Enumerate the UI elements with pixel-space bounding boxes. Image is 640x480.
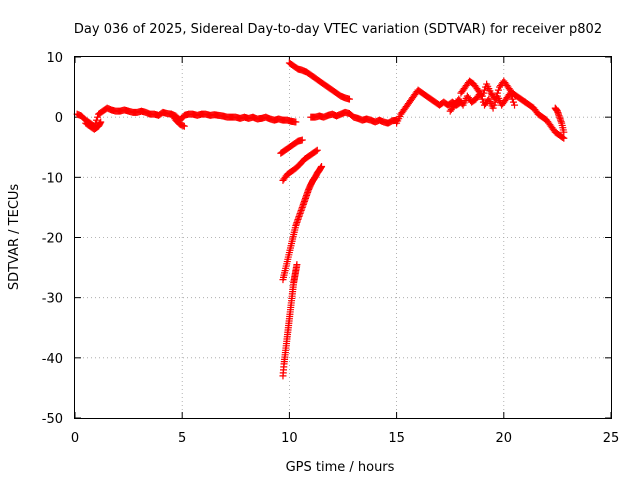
data-point [298, 136, 306, 144]
series-arc-5 [307, 108, 401, 127]
x-tick-labels: 0 5 10 15 20 25 [71, 431, 619, 446]
chart-title: Day 036 of 2025, Sidereal Day-to-day VTE… [74, 22, 602, 37]
series-arc-8 [279, 163, 326, 284]
data-point [560, 128, 568, 136]
series-arc-7 [279, 146, 321, 184]
y-tick-label: -40 [42, 352, 63, 367]
data-point [477, 92, 485, 100]
data-point [506, 89, 514, 97]
y-tick-label: -20 [42, 232, 63, 247]
y-tick-label: 0 [55, 111, 63, 126]
data-point [560, 134, 568, 142]
data-points [73, 59, 568, 380]
data-point [292, 118, 300, 126]
data-point [318, 163, 326, 171]
series-arc-3 [167, 110, 188, 130]
series-arc-2 [82, 118, 105, 133]
y-tick-label: 10 [46, 51, 63, 66]
series-arc-9 [279, 261, 301, 380]
x-tick-label: 0 [71, 431, 79, 446]
data-point [508, 95, 516, 103]
data-point [511, 101, 519, 109]
data-point [489, 104, 497, 112]
x-tick-label: 10 [281, 431, 298, 446]
series-arc-14 [551, 104, 568, 136]
x-axis-label: GPS time / hours [286, 460, 395, 475]
y-tick-label: -30 [42, 292, 63, 307]
data-point [345, 95, 353, 103]
data-point [312, 147, 320, 155]
y-tick-label: -10 [42, 171, 63, 186]
data-point [491, 98, 499, 106]
y-tick-labels: -50 -40 -30 -20 -10 0 10 [42, 51, 63, 427]
x-tick-label: 5 [178, 431, 186, 446]
data-point [559, 133, 567, 141]
data-point [94, 113, 102, 121]
series-arc-6 [277, 136, 306, 157]
y-axis-label: SDTVAR / TECUs [7, 184, 22, 291]
data-point [478, 95, 486, 103]
series-arc-13 [521, 98, 568, 142]
data-point [313, 146, 321, 154]
data-point [92, 116, 100, 124]
plot-frame [74, 56, 612, 419]
data-point [490, 101, 498, 109]
data-point [509, 98, 517, 106]
data-point [180, 122, 188, 130]
data-point [97, 118, 105, 126]
data-point [481, 86, 489, 94]
x-tick-label: 15 [388, 431, 405, 446]
data-point [507, 92, 515, 100]
data-point [293, 261, 301, 269]
y-tick-label: -50 [42, 412, 63, 427]
series-arc-1 [73, 104, 300, 130]
data-point [476, 89, 484, 97]
x-tick-label: 25 [603, 431, 620, 446]
data-point [494, 86, 502, 94]
series-arc-4 [285, 59, 353, 103]
series-arc-12 [446, 89, 519, 115]
x-tick-label: 20 [496, 431, 513, 446]
